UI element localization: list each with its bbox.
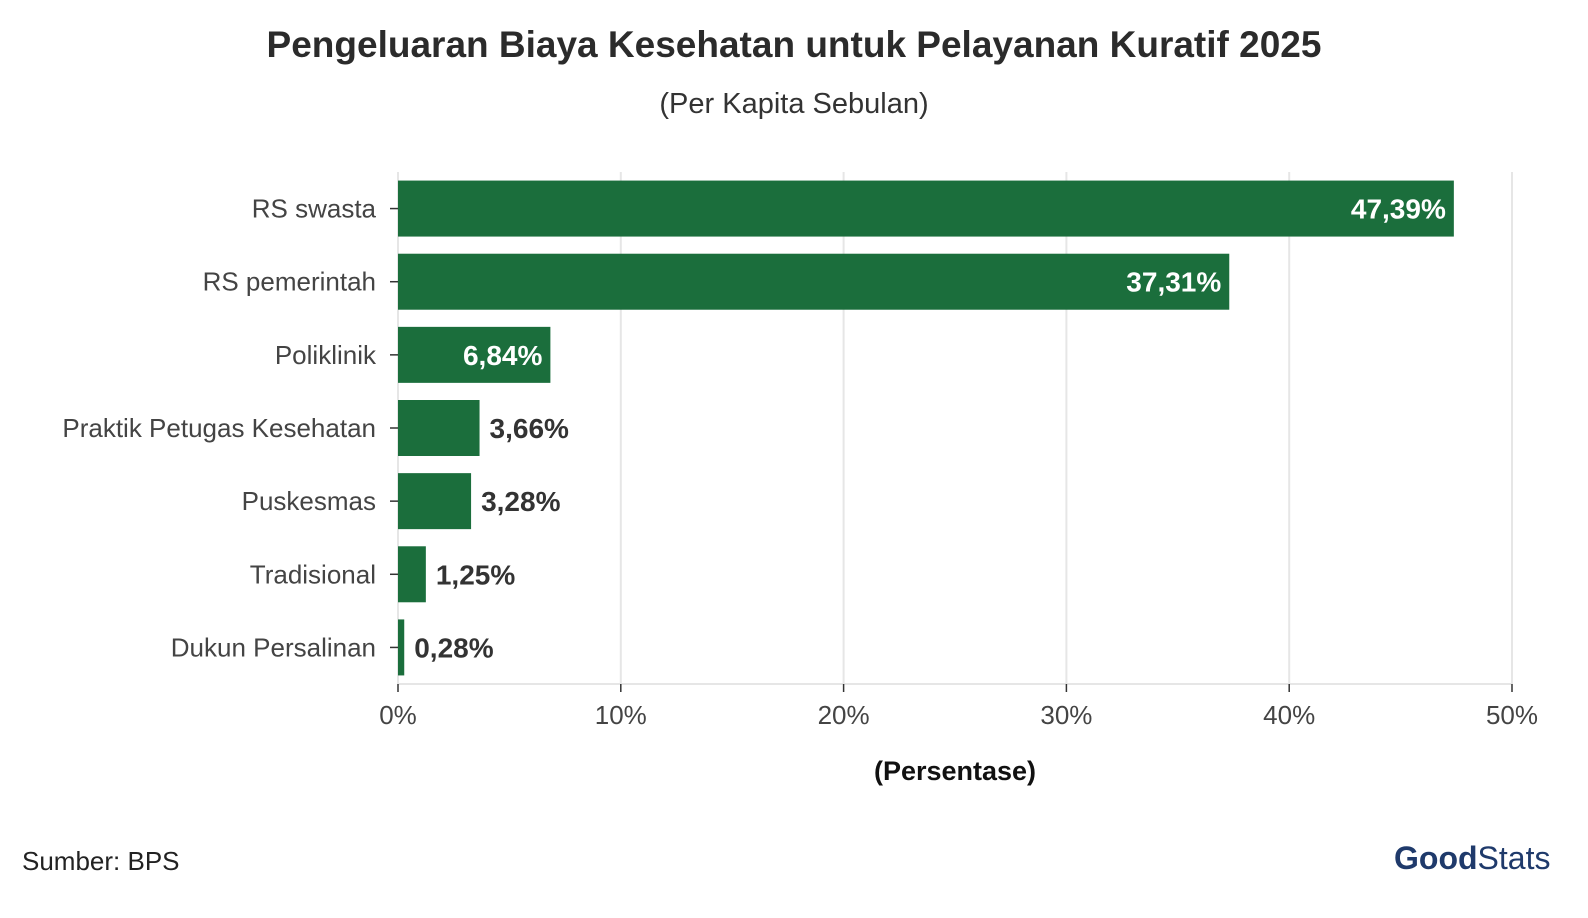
- data-label: 47,39%: [1351, 194, 1446, 225]
- x-tick-label: 30%: [1040, 700, 1092, 730]
- data-label: 3,28%: [481, 486, 560, 517]
- category-label: Poliklinik: [275, 340, 377, 370]
- category-label: RS pemerintah: [203, 267, 376, 297]
- bar: [398, 180, 1454, 237]
- category-label: Tradisional: [250, 559, 376, 589]
- chart-title: Pengeluaran Biaya Kesehatan untuk Pelaya…: [266, 24, 1322, 65]
- x-axis-label: (Persentase): [874, 756, 1036, 786]
- x-tick-label: 10%: [595, 700, 647, 730]
- x-tick-label: 0%: [379, 700, 417, 730]
- category-label: RS swasta: [252, 194, 377, 224]
- data-label: 3,66%: [490, 413, 569, 444]
- source-note: Sumber: BPS: [22, 846, 180, 876]
- category-label: Praktik Petugas Kesehatan: [62, 413, 376, 443]
- bar: [398, 326, 551, 383]
- logo-stats-text: Stats: [1477, 840, 1551, 876]
- bar: [398, 619, 405, 676]
- data-label: 1,25%: [436, 559, 515, 590]
- bar: [398, 253, 1230, 310]
- x-tick-label: 50%: [1486, 700, 1538, 730]
- data-label: 6,84%: [463, 340, 542, 371]
- chart-subtitle: (Per Kapita Sebulan): [659, 88, 929, 120]
- bar: [398, 473, 472, 530]
- x-tick-label: 20%: [818, 700, 870, 730]
- logo-good-text: Good: [1394, 840, 1478, 876]
- data-label: 37,31%: [1126, 267, 1221, 298]
- category-label: Puskesmas: [242, 486, 376, 516]
- x-tick-label: 40%: [1263, 700, 1315, 730]
- data-label: 0,28%: [414, 632, 493, 663]
- bar: [398, 546, 426, 603]
- goodstats-logo: GoodStats: [1394, 840, 1550, 877]
- category-label: Dukun Persalinan: [171, 632, 376, 662]
- bar: [398, 400, 480, 456]
